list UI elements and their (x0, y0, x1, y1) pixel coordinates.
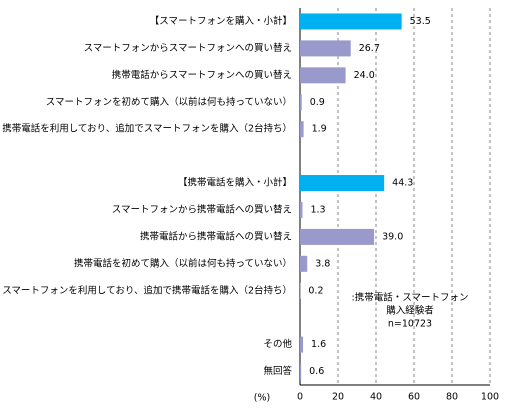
bar (300, 175, 385, 192)
y-tick-label: 携帯電話を利用しており、追加でスマートフォンを購入（2台持ち） (2, 123, 292, 135)
annotation: n=10723 (388, 319, 432, 330)
annotation: :携帯電話・スマートフォン (352, 292, 469, 304)
value-label: 0.2 (308, 285, 323, 296)
x-tick-label: 100 (481, 392, 499, 403)
bar (300, 121, 304, 138)
value-label: 0.6 (309, 366, 324, 377)
y-tick-label: その他 (263, 338, 292, 350)
bar (300, 255, 308, 272)
bar (300, 40, 351, 57)
bar (300, 201, 303, 218)
x-tick-label: 60 (408, 392, 420, 403)
y-tick-label: 【スマートフォンを購入・小計】 (150, 15, 292, 27)
bar (300, 336, 304, 353)
value-label: 1.3 (310, 204, 325, 215)
x-tick-label: 40 (370, 392, 382, 403)
value-label: 24.0 (354, 70, 375, 81)
y-tick-label: 【携帯電話を購入・小計】 (178, 177, 292, 189)
value-label: 26.7 (359, 43, 380, 54)
bar (300, 13, 402, 30)
value-label: 53.5 (410, 16, 431, 27)
y-tick-label: スマートフォンからスマートフォンへの買い替え (84, 42, 292, 54)
x-axis-label: (%) (254, 393, 270, 404)
y-tick-label: スマートフォンから携帯電話への買い替え (112, 203, 292, 215)
y-tick-label: 携帯電話からスマートフォンへの買い替え (112, 69, 292, 81)
x-tick-label: 0 (297, 392, 303, 403)
y-tick-label: 無回答 (263, 365, 292, 377)
value-label: 3.8 (315, 258, 330, 269)
bar (300, 363, 302, 380)
y-tick-label: 携帯電話から携帯電話への買い替え (140, 230, 292, 242)
value-label: 44.3 (392, 178, 413, 189)
x-tick-label: 20 (332, 392, 344, 403)
value-label: 39.0 (382, 231, 403, 242)
value-label: 1.6 (311, 339, 326, 350)
value-label: 0.9 (310, 97, 325, 108)
bar (300, 228, 375, 245)
y-tick-label: スマートフォンを初めて購入（以前は何も持っていない） (46, 96, 292, 108)
bar (300, 67, 346, 84)
y-tick-label: スマートフォンを利用しており、追加で携帯電話を購入（2台持ち） (2, 284, 292, 296)
x-tick-label: 80 (446, 392, 458, 403)
bar (300, 94, 302, 111)
annotation: 購入経験者 (386, 305, 434, 317)
y-tick-label: 携帯電話を初めて購入（以前は何も持っていない） (74, 257, 292, 269)
value-label: 1.9 (312, 124, 327, 135)
